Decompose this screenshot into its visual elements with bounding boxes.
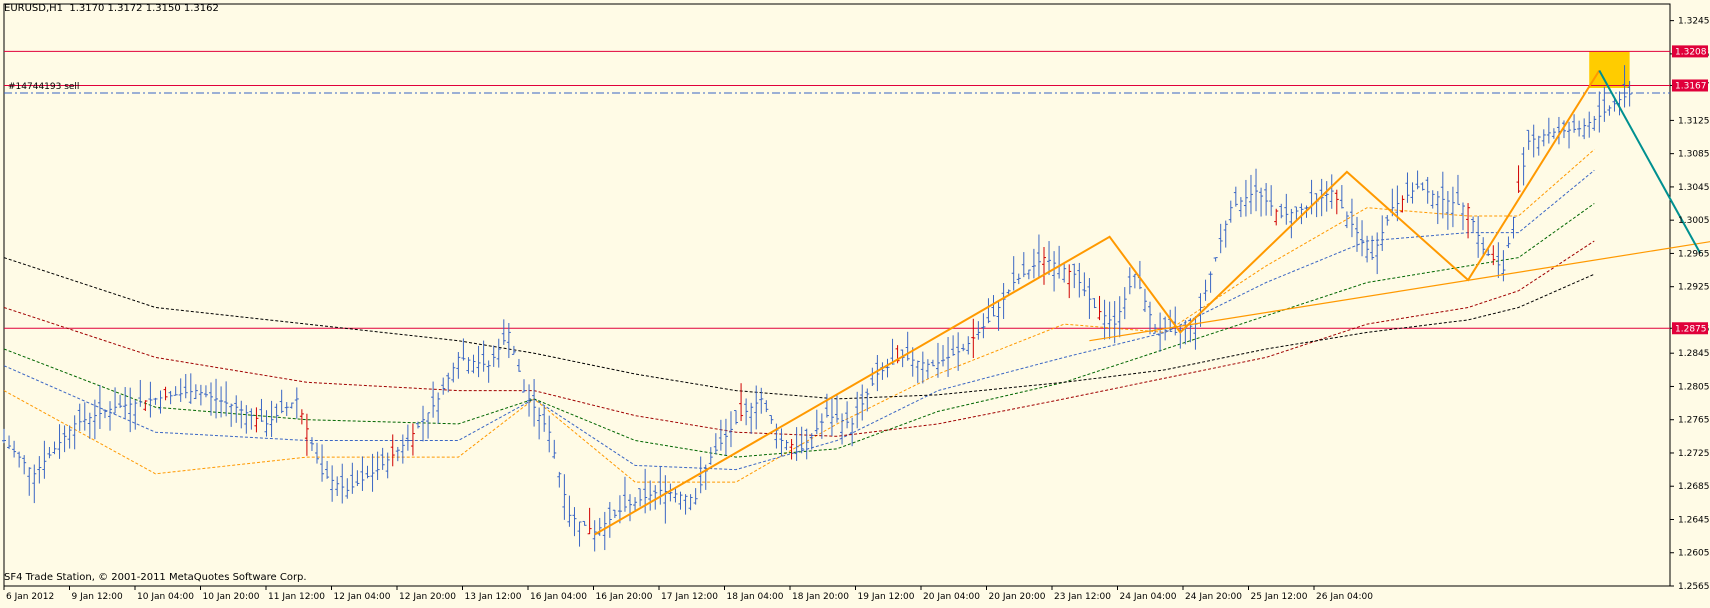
price-label-box bbox=[1672, 322, 1708, 335]
y-tick-label: 1.2645 bbox=[1678, 515, 1710, 525]
target-zone-box bbox=[1589, 51, 1630, 88]
x-tick-label: 11 Jan 12:00 bbox=[268, 592, 325, 602]
price-label: 1.3167 bbox=[1675, 81, 1707, 91]
y-tick-label: 1.2685 bbox=[1678, 482, 1710, 492]
zigzag-pattern-line bbox=[594, 69, 1601, 536]
x-tick-label: 16 Jan 04:00 bbox=[530, 592, 587, 602]
price-label-box bbox=[1672, 45, 1708, 58]
y-tick-label: 1.3045 bbox=[1678, 183, 1710, 193]
x-tick-label: 6 Jan 2012 bbox=[6, 592, 54, 602]
chart-header: EURUSD,H1 1.3170 1.3172 1.3150 1.3162 bbox=[4, 3, 219, 14]
x-tick-label: 10 Jan 20:00 bbox=[203, 592, 260, 602]
x-tick-label: 18 Jan 20:00 bbox=[792, 592, 849, 602]
order-line-label: #14744193 sell bbox=[8, 82, 79, 92]
x-tick-label: 12 Jan 20:00 bbox=[399, 592, 456, 602]
y-tick-label: 1.2925 bbox=[1678, 283, 1710, 293]
projection-line bbox=[1598, 70, 1702, 254]
y-tick-label: 1.3005 bbox=[1678, 216, 1710, 226]
copyright-text: SF4 Trade Station, © 2001-2011 MetaQuote… bbox=[4, 572, 307, 583]
x-tick-label: 20 Jan 20:00 bbox=[989, 592, 1046, 602]
y-tick-label: 1.2565 bbox=[1678, 582, 1710, 592]
x-tick-label: 24 Jan 04:00 bbox=[1120, 592, 1177, 602]
y-tick-label: 1.2965 bbox=[1678, 249, 1710, 259]
price-label-box bbox=[1672, 79, 1708, 92]
plot-frame bbox=[3, 3, 1671, 587]
x-tick-label: 20 Jan 04:00 bbox=[923, 592, 980, 602]
moving-average-line bbox=[3, 240, 1595, 437]
y-tick-label: 1.2765 bbox=[1678, 416, 1710, 426]
price-label: 1.3208 bbox=[1675, 47, 1707, 57]
x-tick-label: 19 Jan 12:00 bbox=[858, 592, 915, 602]
y-tick-label: 1.3085 bbox=[1678, 150, 1710, 160]
x-tick-label: 25 Jan 12:00 bbox=[1251, 592, 1308, 602]
price-label: 1.2875 bbox=[1675, 324, 1707, 334]
y-tick-label: 1.3245 bbox=[1678, 17, 1710, 27]
x-tick-label: 12 Jan 04:00 bbox=[334, 592, 391, 602]
y-tick-label: 1.3125 bbox=[1678, 116, 1710, 126]
x-tick-label: 23 Jan 12:00 bbox=[1054, 592, 1111, 602]
moving-average-line bbox=[3, 149, 1595, 483]
x-tick-label: 24 Jan 20:00 bbox=[1185, 592, 1242, 602]
x-tick-label: 10 Jan 04:00 bbox=[137, 592, 194, 602]
x-tick-label: 17 Jan 12:00 bbox=[661, 592, 718, 602]
y-tick-label: 1.2605 bbox=[1678, 549, 1710, 559]
ohlc-values: 1.3170 1.3172 1.3150 1.3162 bbox=[69, 3, 219, 14]
y-tick-label: 1.2805 bbox=[1678, 382, 1710, 392]
x-tick-label: 9 Jan 12:00 bbox=[72, 592, 124, 602]
trendline bbox=[1089, 241, 1710, 342]
moving-average-line bbox=[3, 169, 1595, 471]
symbol-label: EURUSD,H1 bbox=[4, 3, 64, 14]
x-tick-label: 13 Jan 12:00 bbox=[465, 592, 522, 602]
y-tick-label: 1.2725 bbox=[1678, 449, 1710, 459]
y-tick-label: 1.2845 bbox=[1678, 349, 1710, 359]
moving-average-line bbox=[3, 203, 1595, 458]
x-tick-label: 18 Jan 04:00 bbox=[727, 592, 784, 602]
x-tick-label: 16 Jan 20:00 bbox=[596, 592, 653, 602]
x-tick-label: 26 Jan 04:00 bbox=[1316, 592, 1373, 602]
